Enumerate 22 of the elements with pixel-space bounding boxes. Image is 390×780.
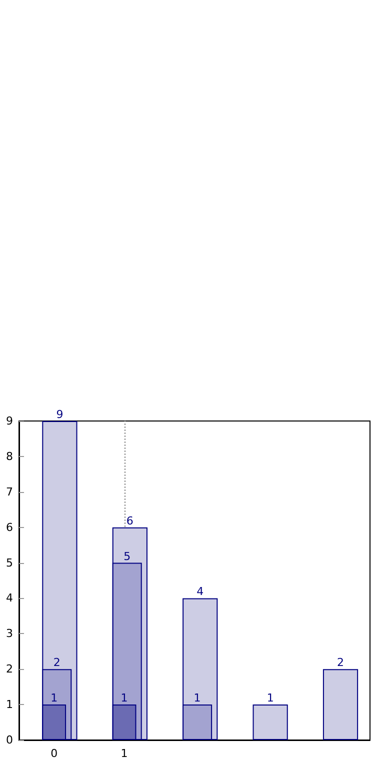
y-tick-label: 2 [6,662,13,676]
y-tick-label: 1 [6,698,13,712]
y-tick-label: 8 [6,450,13,463]
data-label: 1 [194,692,201,705]
data-label: 2 [53,656,60,670]
y-tick-label: 4 [6,592,13,605]
y-tick-label: 6 [6,520,13,534]
data-label: 1 [266,692,274,705]
y-tick-label: 9 [6,414,13,428]
bar [252,704,288,740]
data-label: 5 [124,550,131,563]
data-label: 4 [196,585,204,598]
data-label: 1 [50,692,58,705]
data-label: 1 [120,692,128,705]
data-label: 2 [337,656,344,670]
y-tick-label: 5 [6,556,13,570]
data-label: 6 [126,514,134,528]
y-tick-label: 0 [6,734,13,746]
bar [322,669,358,740]
y-tick-label: 7 [6,485,13,498]
y-tick-label: 3 [6,627,13,640]
data-label: 9 [56,408,64,421]
